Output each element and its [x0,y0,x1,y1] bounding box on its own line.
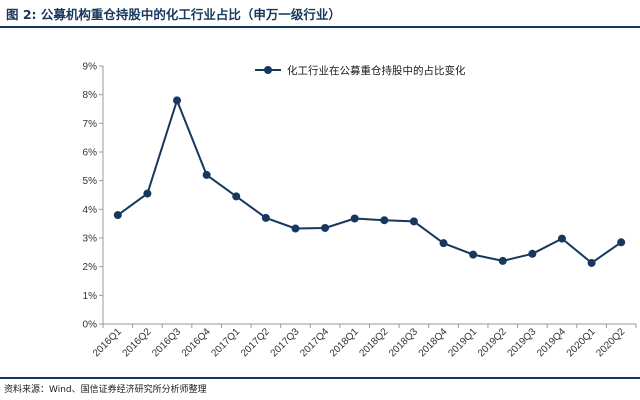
x-tick-label: 2018Q4 [417,326,450,359]
legend-marker [264,66,272,74]
data-point [291,224,300,233]
y-tick-label: 2% [83,262,98,273]
data-point [202,170,211,179]
x-tick-label: 2016Q2 [121,326,154,359]
data-point [380,216,389,225]
x-tick-label: 2017Q3 [269,326,302,359]
data-point [498,256,507,265]
y-axis: 0% 1% 2% 3% 4% 5% 6% 7% 8% 9% [83,62,104,331]
x-tick-label: 2018Q2 [357,326,390,359]
data-point [261,213,270,222]
data-point [587,258,596,267]
series-line [113,96,626,267]
y-tick-label: 8% [83,90,98,101]
x-tick-label: 2019Q3 [506,326,539,359]
x-tick-label: 2016Q4 [180,326,213,359]
legend: 化工行业在公募重仓持股中的占比变化 [255,64,466,77]
y-tick-label: 4% [83,205,98,216]
x-tick-label: 2018Q1 [328,326,361,359]
x-tick-label: 2019Q4 [535,326,568,359]
x-tick-label: 2019Q2 [476,326,509,359]
data-point [469,250,478,259]
data-point [113,211,122,220]
y-tick-label: 9% [83,62,98,73]
x-tick-label: 2017Q1 [209,326,242,359]
footer-rule [0,377,640,379]
x-tick-label: 2016Q1 [91,326,124,359]
series-polyline [117,99,622,264]
x-tick-label: 2018Q3 [387,326,420,359]
x-tick-label: 2020Q2 [594,326,627,359]
figure-title: 图 2: 公募机构重仓持股中的化工行业占比（申万一级行业） [6,7,341,22]
y-tick-label: 6% [83,148,98,159]
data-point [232,192,241,201]
data-point [409,217,418,226]
line-chart: 0%1%2%3%4%5%6%7%8%9% 2016Q12016Q22016Q32… [83,62,637,359]
x-axis: 2016Q12016Q22016Q32016Q42017Q12017Q22017… [91,323,637,359]
y-tick-label: 7% [83,119,98,130]
data-point [439,239,448,248]
data-point [528,249,537,258]
data-point [143,189,152,198]
source-note: 资料来源：Wind、国信证券经济研究所分析师整理 [4,385,207,395]
legend-label: 化工行业在公募重仓持股中的占比变化 [287,64,466,77]
y-tick-label: 3% [83,234,98,245]
data-point [173,96,182,105]
x-tick-label: 2017Q4 [298,326,331,359]
data-point [557,234,566,243]
data-point [350,214,359,223]
x-tick-label: 2020Q1 [565,326,598,359]
header-rule [0,26,640,28]
data-point [321,223,330,232]
data-point [617,238,626,247]
x-tick-label: 2017Q2 [239,326,272,359]
y-tick-label: 5% [83,176,98,187]
x-tick-label: 2016Q3 [150,326,183,359]
y-tick-label: 0% [83,320,98,331]
x-tick-label: 2019Q1 [446,326,479,359]
y-tick-label: 1% [83,291,98,302]
